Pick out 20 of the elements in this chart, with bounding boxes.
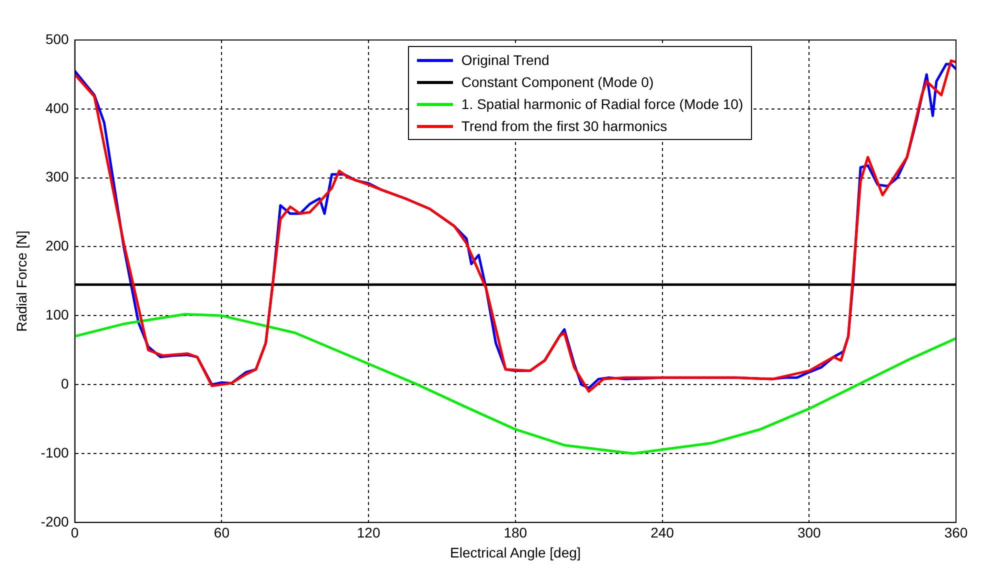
x-tick-label: 240	[650, 524, 674, 541]
legend-label: Constant Component (Mode 0)	[461, 73, 654, 92]
x-tick-label: 180	[504, 524, 528, 541]
legend-label: 1. Spatial harmonic of Radial force (Mode 10)	[461, 95, 744, 114]
x-tick-label: 300	[797, 524, 822, 541]
legend-label: Trend from the first 30 harmonics	[461, 117, 668, 136]
x-tick-label: 360	[944, 524, 968, 541]
y-tick-label: 100	[45, 306, 70, 323]
y-tick-label: 200	[45, 238, 70, 254]
y-tick-label: 300	[45, 168, 70, 185]
legend-label: Original Trend	[461, 51, 550, 70]
x-tick-label: 120	[356, 524, 380, 541]
y-tick-label: -100	[40, 444, 70, 460]
y-tick-label: 500	[45, 30, 70, 47]
y-tick-label: 0	[61, 375, 70, 392]
y-tick-label: 400	[45, 100, 70, 116]
y-axis-title: Radial Force [N]	[13, 230, 30, 332]
x-tick-label: 60	[214, 524, 230, 541]
x-axis-title: Electrical Angle [deg]	[450, 544, 581, 560]
y-tick-label: -200	[40, 513, 70, 530]
